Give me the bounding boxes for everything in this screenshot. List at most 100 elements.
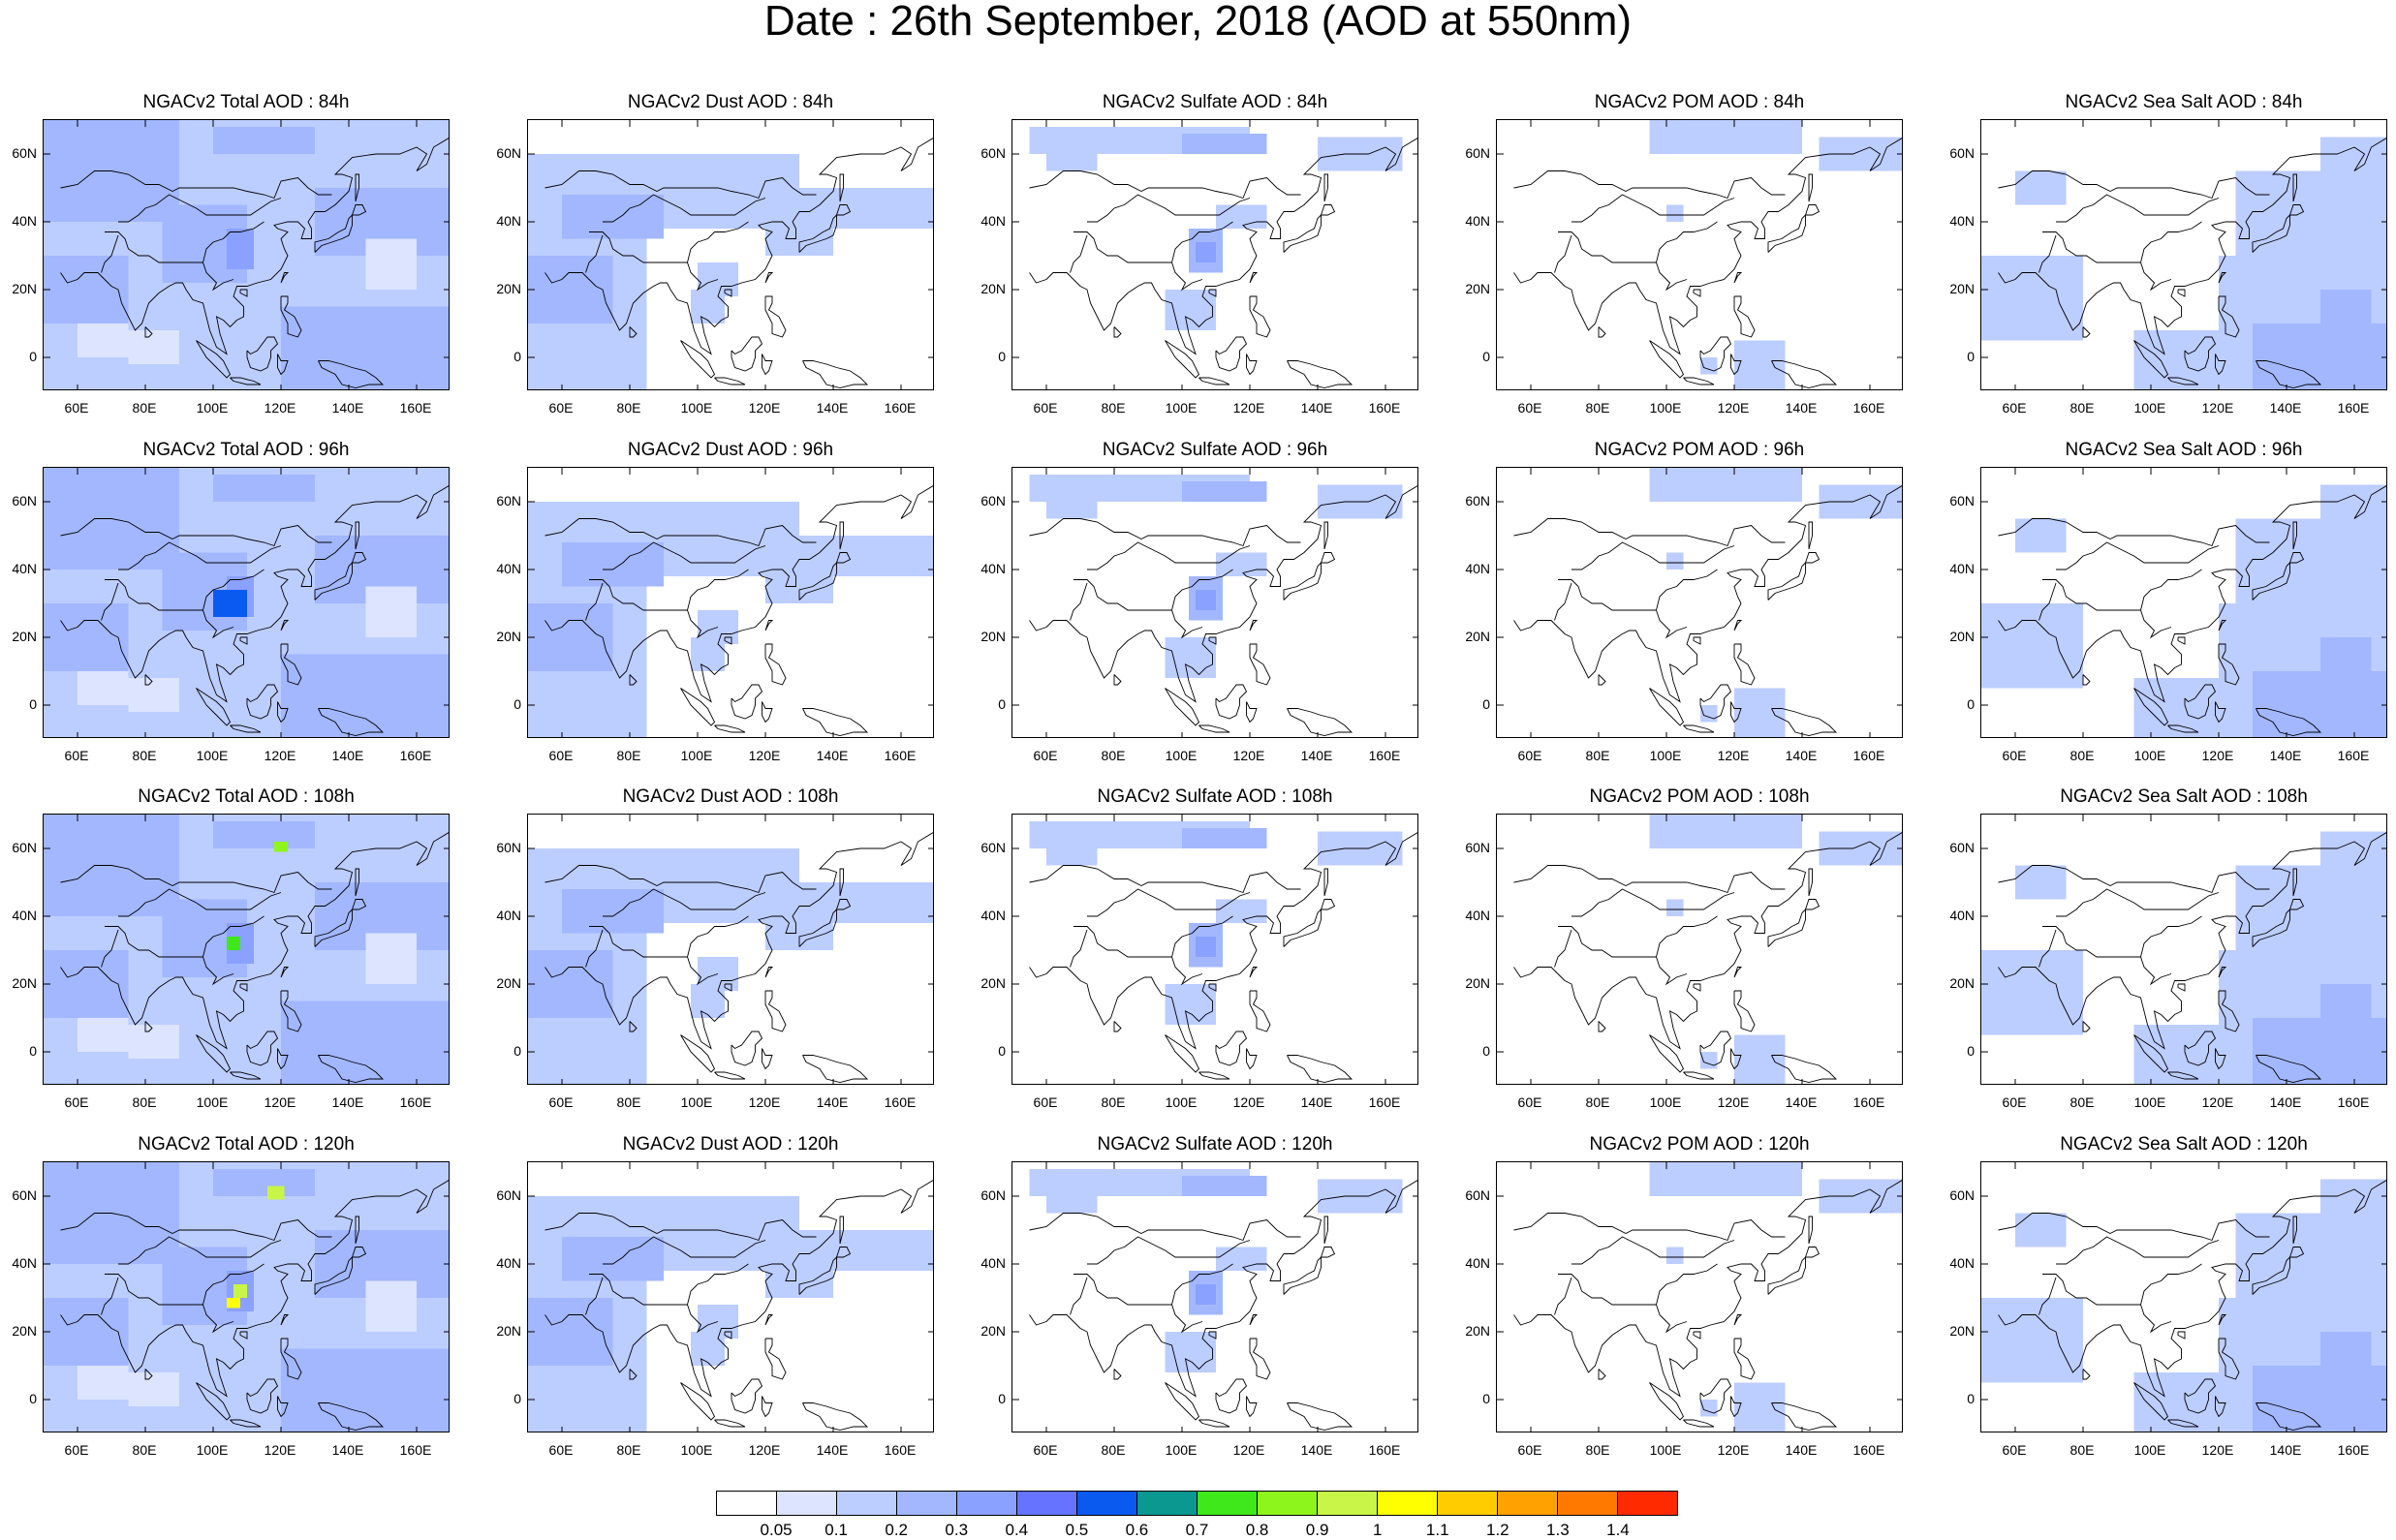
coastline bbox=[724, 289, 732, 297]
aod-patch bbox=[1649, 1162, 1802, 1196]
coastline bbox=[1249, 990, 1271, 1032]
coastline bbox=[1699, 1378, 1732, 1414]
y-tick-label: 20N bbox=[496, 281, 521, 296]
coastline bbox=[2167, 1071, 2199, 1080]
aod-patch bbox=[1196, 242, 1216, 262]
x-tick-label: 120E bbox=[264, 1094, 296, 1110]
coastline bbox=[144, 674, 153, 686]
coastline bbox=[280, 643, 302, 686]
x-tick-label: 100E bbox=[196, 1094, 229, 1110]
coastline bbox=[1656, 569, 1718, 611]
panel-title: NGACv2 Total AOD : 108h bbox=[138, 786, 355, 807]
coastline bbox=[1249, 295, 1271, 338]
x-tick-label: 80E bbox=[616, 1094, 641, 1110]
coastline bbox=[1730, 1048, 1742, 1070]
y-tick-label: 0 bbox=[998, 1043, 1006, 1059]
coastline bbox=[2215, 1048, 2226, 1070]
coastline bbox=[1323, 1216, 1328, 1245]
colorbar-swatch bbox=[1137, 1492, 1198, 1515]
coastline bbox=[1598, 1369, 1606, 1380]
y-tick-label: 20N bbox=[1949, 1323, 1975, 1339]
coastline bbox=[280, 990, 302, 1032]
map-panel bbox=[43, 814, 450, 1085]
coastline bbox=[545, 170, 817, 200]
coastline bbox=[1733, 1338, 1756, 1380]
colorbar-swatch bbox=[837, 1492, 897, 1515]
coastline bbox=[1571, 888, 1735, 917]
x-tick-label: 160E bbox=[884, 1442, 917, 1458]
coastline bbox=[2218, 990, 2240, 1032]
aod-patch bbox=[1216, 552, 1267, 576]
x-tick-label: 160E bbox=[1368, 1442, 1401, 1458]
y-tick-label: 40N bbox=[1949, 908, 1975, 923]
aod-patch bbox=[2253, 671, 2386, 737]
map-panel bbox=[527, 1161, 934, 1432]
aod-patch bbox=[1734, 1034, 1786, 1084]
x-tick-label: 60E bbox=[2002, 1442, 2027, 1458]
coastline bbox=[1171, 221, 1233, 263]
aod-patch bbox=[2235, 170, 2386, 256]
y-tick-label: 40N bbox=[1949, 213, 1975, 229]
coastline bbox=[1208, 289, 1217, 297]
aod-patch bbox=[44, 256, 129, 323]
colorbar-label: 0.05 bbox=[760, 1521, 793, 1539]
x-tick-label: 60E bbox=[1517, 748, 1542, 763]
coastline bbox=[202, 569, 264, 611]
aod-patch bbox=[528, 256, 613, 323]
coastline bbox=[105, 926, 234, 986]
aod-patch bbox=[562, 195, 664, 239]
coastline bbox=[1321, 552, 1336, 564]
x-tick-label: 60E bbox=[2002, 748, 2027, 763]
aod-patch bbox=[2015, 865, 2067, 900]
coastline bbox=[355, 173, 359, 202]
coastline bbox=[2133, 688, 2169, 726]
map-panel bbox=[1980, 119, 2387, 390]
coastline bbox=[1771, 708, 1838, 736]
aod-patch bbox=[1700, 1400, 1718, 1417]
x-tick-label: 60E bbox=[64, 1442, 89, 1458]
coastline bbox=[585, 582, 604, 621]
coastline bbox=[2038, 582, 2057, 621]
y-tick-label: 0 bbox=[1967, 1043, 1975, 1059]
coastline bbox=[280, 967, 290, 978]
aod-patch bbox=[2235, 1213, 2386, 1298]
coastline bbox=[280, 620, 290, 631]
coastline bbox=[1074, 926, 1203, 986]
coastline bbox=[2056, 541, 2220, 570]
coastline bbox=[280, 1338, 302, 1380]
coastline bbox=[1215, 1378, 1248, 1414]
coastline bbox=[355, 521, 359, 550]
aod-patch bbox=[1216, 204, 1267, 229]
coastline bbox=[1683, 1071, 1715, 1080]
aod-map bbox=[1012, 1162, 1417, 1432]
coastline bbox=[1558, 1274, 1688, 1334]
coastline bbox=[277, 1396, 289, 1418]
coastline bbox=[2133, 340, 2169, 379]
coastline bbox=[589, 926, 719, 986]
coastline bbox=[764, 620, 774, 631]
y-tick-label: 40N bbox=[1465, 561, 1490, 576]
aod-patch bbox=[227, 229, 254, 269]
coastline bbox=[60, 170, 332, 200]
coastline bbox=[2042, 926, 2172, 986]
y-tick-label: 20N bbox=[496, 1323, 521, 1339]
coastline bbox=[2184, 1031, 2217, 1066]
coastline bbox=[2218, 643, 2240, 686]
y-tick-label: 20N bbox=[12, 629, 37, 644]
coastline bbox=[355, 868, 359, 897]
coastline bbox=[1808, 1216, 1813, 1245]
y-tick-label: 60N bbox=[1949, 840, 1975, 855]
aod-patch bbox=[1196, 590, 1216, 610]
aod-patch bbox=[1165, 290, 1216, 330]
x-tick-label: 80E bbox=[132, 1442, 157, 1458]
y-tick-label: 40N bbox=[496, 561, 521, 576]
coastline bbox=[1323, 521, 1328, 550]
coastline bbox=[762, 354, 773, 376]
coastline bbox=[1165, 688, 1200, 726]
aod-map bbox=[1497, 1162, 1902, 1432]
aod-patch bbox=[281, 1348, 449, 1432]
coastline bbox=[1029, 170, 1301, 200]
x-tick-label: 140E bbox=[1785, 1094, 1818, 1110]
coastline bbox=[589, 1274, 719, 1334]
map-panel bbox=[43, 467, 450, 738]
